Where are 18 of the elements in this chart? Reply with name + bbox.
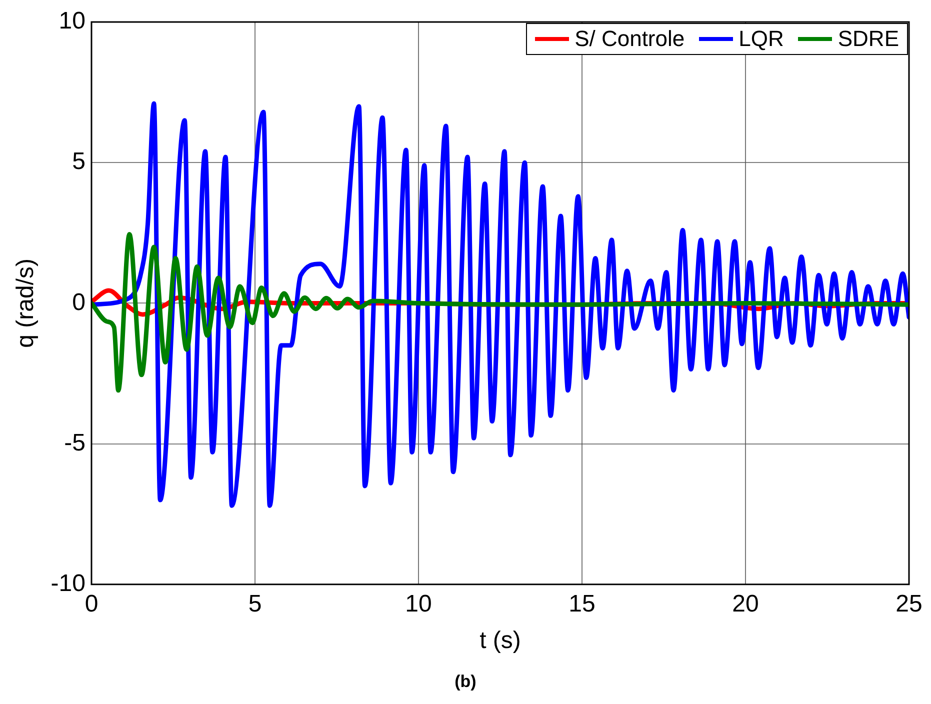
x-tick-label: 5 bbox=[248, 590, 262, 618]
line-series bbox=[91, 101, 909, 508]
y-tick-label: 10 bbox=[58, 8, 86, 35]
y-tick-label: -5 bbox=[64, 429, 86, 456]
legend-label: LQR bbox=[738, 26, 784, 52]
x-axis-title: t (s) bbox=[480, 627, 521, 654]
x-tick-label: 10 bbox=[405, 590, 432, 618]
x-tick-label: 25 bbox=[896, 590, 922, 618]
y-tick-label: -10 bbox=[50, 570, 86, 598]
text: (b) bbox=[454, 672, 478, 692]
x-tick-label: 20 bbox=[732, 590, 759, 618]
x-tick-label: 15 bbox=[568, 590, 596, 618]
y-tick-label: 0 bbox=[72, 288, 86, 316]
y-tick-label: 5 bbox=[72, 148, 86, 176]
line-series bbox=[91, 232, 909, 393]
legend-label: SDRE bbox=[838, 26, 899, 52]
y-axis-title: q (rad/s) bbox=[12, 258, 40, 348]
legend-label: S/ Controle bbox=[574, 26, 685, 52]
